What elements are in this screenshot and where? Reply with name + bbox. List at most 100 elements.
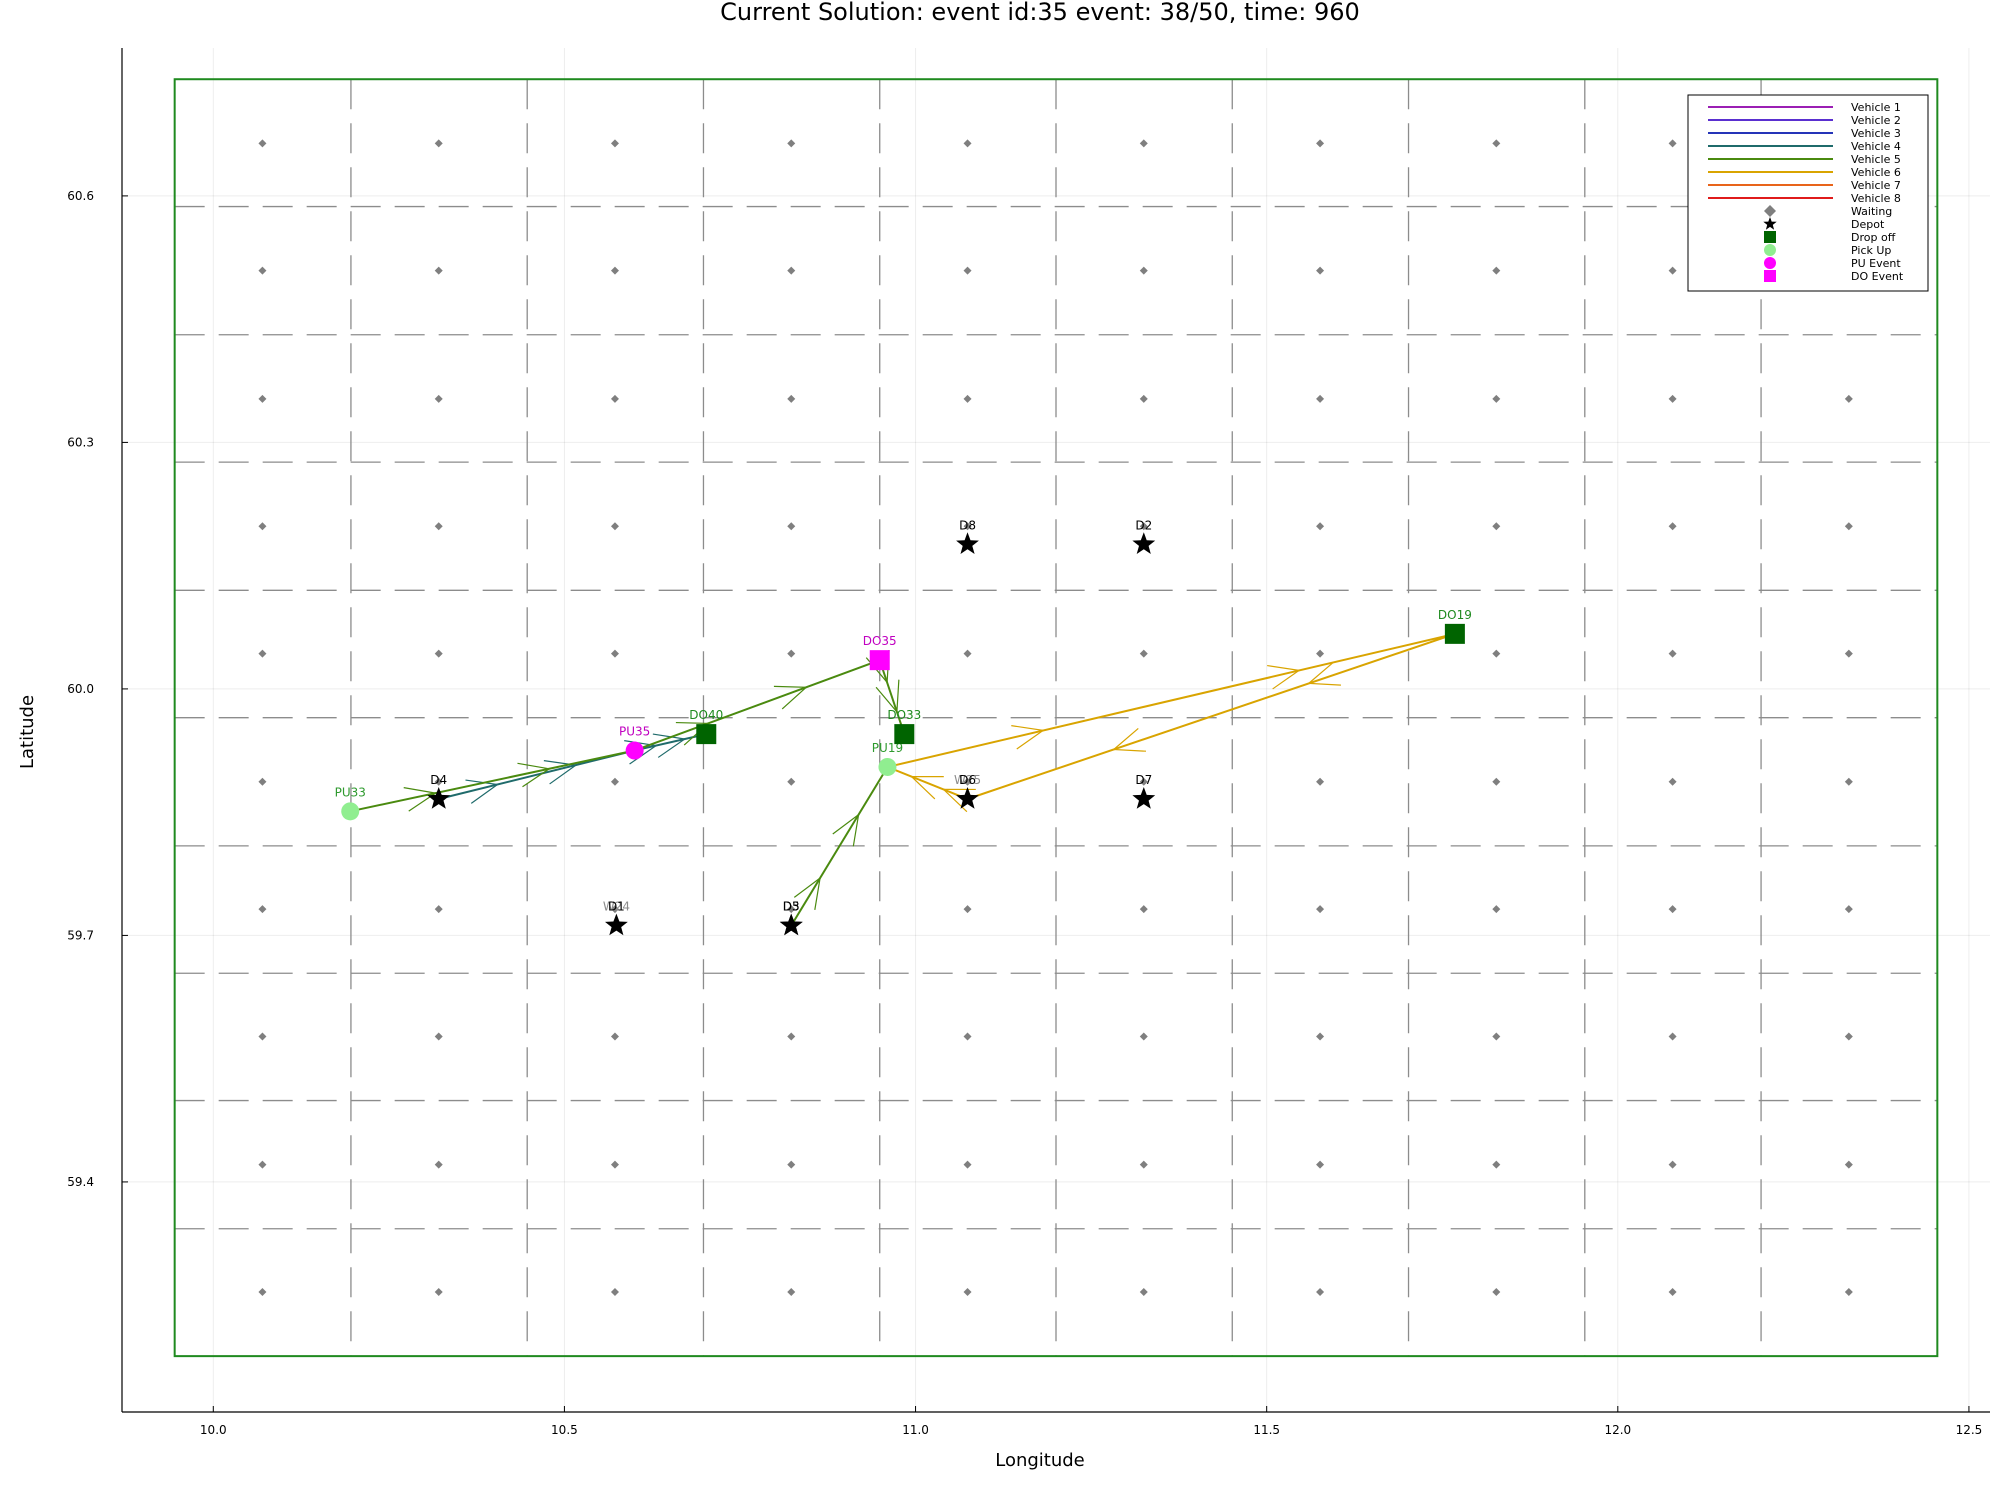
waiting-point	[1139, 905, 1148, 914]
waiting-point	[1139, 139, 1148, 148]
route-arrow	[773, 685, 808, 710]
waiting-point	[434, 1160, 443, 1169]
legend-label: Vehicle 5	[1851, 153, 1901, 166]
depot-marker	[956, 532, 979, 554]
waiting-point	[1668, 394, 1677, 403]
waiting-point	[787, 1288, 796, 1297]
waiting-point	[258, 777, 267, 786]
waiting-point	[1492, 777, 1501, 786]
depot-label: D6	[959, 773, 976, 787]
waiting-point	[963, 394, 972, 403]
waiting-point	[1492, 1032, 1501, 1041]
legend-label: Vehicle 8	[1851, 192, 1901, 205]
waiting-point	[1492, 139, 1501, 148]
waiting-point	[1139, 777, 1148, 786]
route-arrow	[517, 762, 551, 788]
waiting-point	[963, 266, 972, 275]
waiting-point	[787, 1160, 796, 1169]
waiting-point	[963, 777, 972, 786]
waiting-point	[1316, 1160, 1325, 1169]
waiting-point	[1316, 139, 1325, 148]
waiting-point	[1668, 777, 1677, 786]
y-tick-label: 60.3	[67, 435, 94, 449]
legend-label: Vehicle 4	[1851, 140, 1901, 153]
route-arrow	[1011, 725, 1045, 750]
x-tick-label: 12.5	[1956, 1423, 1983, 1437]
waiting-point	[258, 1032, 267, 1041]
waiting-point	[1844, 1160, 1853, 1169]
waiting-point	[434, 905, 443, 914]
legend-swatch	[1763, 217, 1777, 230]
waiting-point	[1668, 1288, 1677, 1297]
x-tick-label: 11.5	[1253, 1423, 1280, 1437]
waiting-point	[434, 266, 443, 275]
depot-marker	[956, 787, 979, 809]
depot-label: D4	[430, 773, 447, 787]
y-tick-label: 60.6	[67, 189, 94, 203]
dropoff-marker	[1444, 623, 1465, 644]
waiting-point	[963, 905, 972, 914]
pickup-marker	[341, 802, 360, 821]
pu-event-marker	[625, 741, 644, 760]
y-axis-label: Latitude	[17, 695, 38, 769]
y-tick-label: 59.7	[67, 928, 94, 942]
pu-event-label: PU35	[619, 725, 650, 739]
waiting-point	[1668, 649, 1677, 658]
axes: 10.0 10.5 11.0 11.5 12.0 12.5 59.4 59.7 60.0 60.3…	[67, 48, 1990, 1437]
waiting-point	[1668, 905, 1677, 914]
pickup-label: PU19	[872, 741, 903, 755]
waiting-point	[610, 266, 619, 275]
waiting-point	[434, 649, 443, 658]
waiting-point	[1139, 1288, 1148, 1297]
legend-swatch	[1764, 257, 1776, 269]
route-arrow	[1307, 661, 1341, 686]
waiting-point	[1139, 1160, 1148, 1169]
legend-label: Vehicle 3	[1851, 127, 1901, 140]
do-event-label: DO35	[863, 634, 897, 648]
y-tick-label: 60.0	[67, 682, 94, 696]
legend-label: Drop off	[1851, 231, 1896, 244]
route-arrow	[793, 876, 821, 910]
waiting-point	[258, 266, 267, 275]
legend-label: Vehicle 1	[1851, 101, 1901, 114]
waiting-point	[787, 1032, 796, 1041]
markers: W24 W25 D1 D2 D3 D4 D5 D6 D7 D8 PU33 PU19 DO40 DO33 DO…	[335, 518, 1472, 936]
waiting-point	[1316, 1032, 1325, 1041]
waiting-point	[610, 1160, 619, 1169]
waiting-point	[610, 1032, 619, 1041]
waiting-point	[1316, 649, 1325, 658]
waiting-point	[1316, 905, 1325, 914]
vehicle-routes	[349, 632, 1456, 927]
dropoff-label: DO40	[689, 708, 723, 722]
waiting-point	[1139, 1032, 1148, 1041]
pickup-label: PU33	[335, 785, 366, 799]
waiting-point	[1844, 394, 1853, 403]
waiting-point	[1492, 394, 1501, 403]
depot-label: D5	[783, 900, 800, 914]
waiting-point	[1492, 266, 1501, 275]
route-arrow	[1267, 664, 1301, 690]
waiting-point	[1668, 522, 1677, 531]
waiting-point	[1139, 522, 1148, 531]
waiting-label: W25	[954, 773, 981, 787]
waiting-point	[610, 1288, 619, 1297]
x-tick-label: 10.0	[200, 1423, 227, 1437]
depot-marker	[605, 913, 628, 936]
depot-marker	[779, 913, 803, 936]
waiting-point	[258, 139, 267, 148]
waiting-point	[258, 905, 267, 914]
route-line	[349, 658, 906, 813]
legend-label: Vehicle 6	[1851, 166, 1901, 179]
route-line	[887, 632, 1456, 801]
waiting-point	[610, 777, 619, 786]
legend-swatch	[1764, 205, 1776, 217]
waiting-point	[1668, 266, 1677, 275]
x-tick-label: 12.0	[1604, 1423, 1631, 1437]
waiting-point	[1316, 266, 1325, 275]
waiting-point	[1316, 777, 1325, 786]
legend-label: Vehicle 2	[1851, 114, 1901, 127]
waiting-point	[1492, 649, 1501, 658]
waiting-point	[787, 266, 796, 275]
waiting-point	[1492, 905, 1501, 914]
